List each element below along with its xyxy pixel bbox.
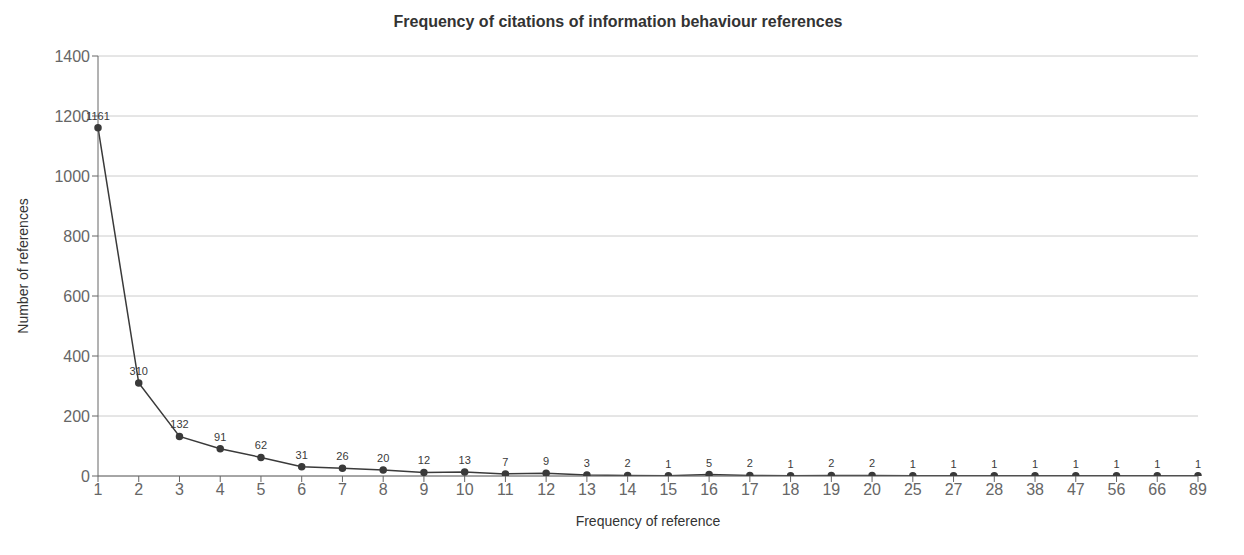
svg-text:19: 19: [822, 481, 840, 498]
svg-text:1000: 1000: [54, 168, 90, 185]
svg-text:1: 1: [665, 458, 671, 470]
svg-text:1: 1: [1032, 458, 1038, 470]
svg-text:5: 5: [257, 481, 266, 498]
svg-text:62: 62: [255, 439, 267, 451]
svg-text:1: 1: [1113, 458, 1119, 470]
svg-text:400: 400: [63, 348, 90, 365]
svg-text:10: 10: [456, 481, 474, 498]
svg-text:31: 31: [296, 449, 308, 461]
svg-text:3: 3: [175, 481, 184, 498]
svg-text:0: 0: [81, 468, 90, 485]
svg-text:1: 1: [950, 458, 956, 470]
svg-text:1: 1: [910, 458, 916, 470]
svg-text:1: 1: [991, 458, 997, 470]
svg-text:7: 7: [338, 481, 347, 498]
svg-text:1161: 1161: [86, 110, 110, 122]
svg-text:2: 2: [747, 457, 753, 469]
svg-text:89: 89: [1189, 481, 1207, 498]
svg-text:8: 8: [379, 481, 388, 498]
svg-text:25: 25: [904, 481, 922, 498]
svg-text:1: 1: [788, 458, 794, 470]
svg-text:38: 38: [1026, 481, 1044, 498]
svg-text:28: 28: [985, 481, 1003, 498]
svg-text:1: 1: [1073, 458, 1079, 470]
svg-text:5: 5: [706, 457, 712, 469]
svg-text:20: 20: [377, 452, 389, 464]
svg-text:13: 13: [459, 454, 471, 466]
svg-text:200: 200: [63, 408, 90, 425]
svg-text:1400: 1400: [54, 48, 90, 65]
svg-text:17: 17: [741, 481, 759, 498]
svg-text:Frequency of reference: Frequency of reference: [576, 513, 721, 529]
svg-text:27: 27: [945, 481, 963, 498]
svg-text:14: 14: [619, 481, 637, 498]
svg-text:26: 26: [336, 450, 348, 462]
svg-text:66: 66: [1148, 481, 1166, 498]
svg-text:20: 20: [863, 481, 881, 498]
svg-text:16: 16: [700, 481, 718, 498]
svg-text:15: 15: [659, 481, 677, 498]
svg-text:1200: 1200: [54, 108, 90, 125]
svg-text:600: 600: [63, 288, 90, 305]
svg-text:9: 9: [419, 481, 428, 498]
svg-text:2: 2: [625, 457, 631, 469]
svg-text:4: 4: [216, 481, 225, 498]
svg-text:2: 2: [828, 457, 834, 469]
svg-text:9: 9: [543, 455, 549, 467]
svg-text:91: 91: [214, 431, 226, 443]
svg-text:12: 12: [418, 454, 430, 466]
svg-text:1: 1: [94, 481, 103, 498]
svg-text:2: 2: [869, 457, 875, 469]
svg-text:310: 310: [130, 365, 148, 377]
svg-text:Number of references: Number of references: [15, 198, 31, 333]
svg-text:800: 800: [63, 228, 90, 245]
svg-text:11: 11: [497, 481, 514, 498]
html-text:Frequency of citations of info: Frequency of citations of information be…: [393, 13, 843, 30]
svg-text:56: 56: [1108, 481, 1126, 498]
svg-text:3: 3: [584, 457, 590, 469]
svg-text:1: 1: [1154, 458, 1160, 470]
svg-text:1: 1: [1195, 458, 1201, 470]
svg-text:47: 47: [1067, 481, 1085, 498]
svg-text:12: 12: [537, 481, 555, 498]
svg-text:18: 18: [782, 481, 800, 498]
svg-text:132: 132: [170, 418, 188, 430]
svg-text:6: 6: [297, 481, 306, 498]
svg-text:2: 2: [134, 481, 143, 498]
svg-text:13: 13: [578, 481, 596, 498]
svg-text:7: 7: [502, 456, 508, 468]
